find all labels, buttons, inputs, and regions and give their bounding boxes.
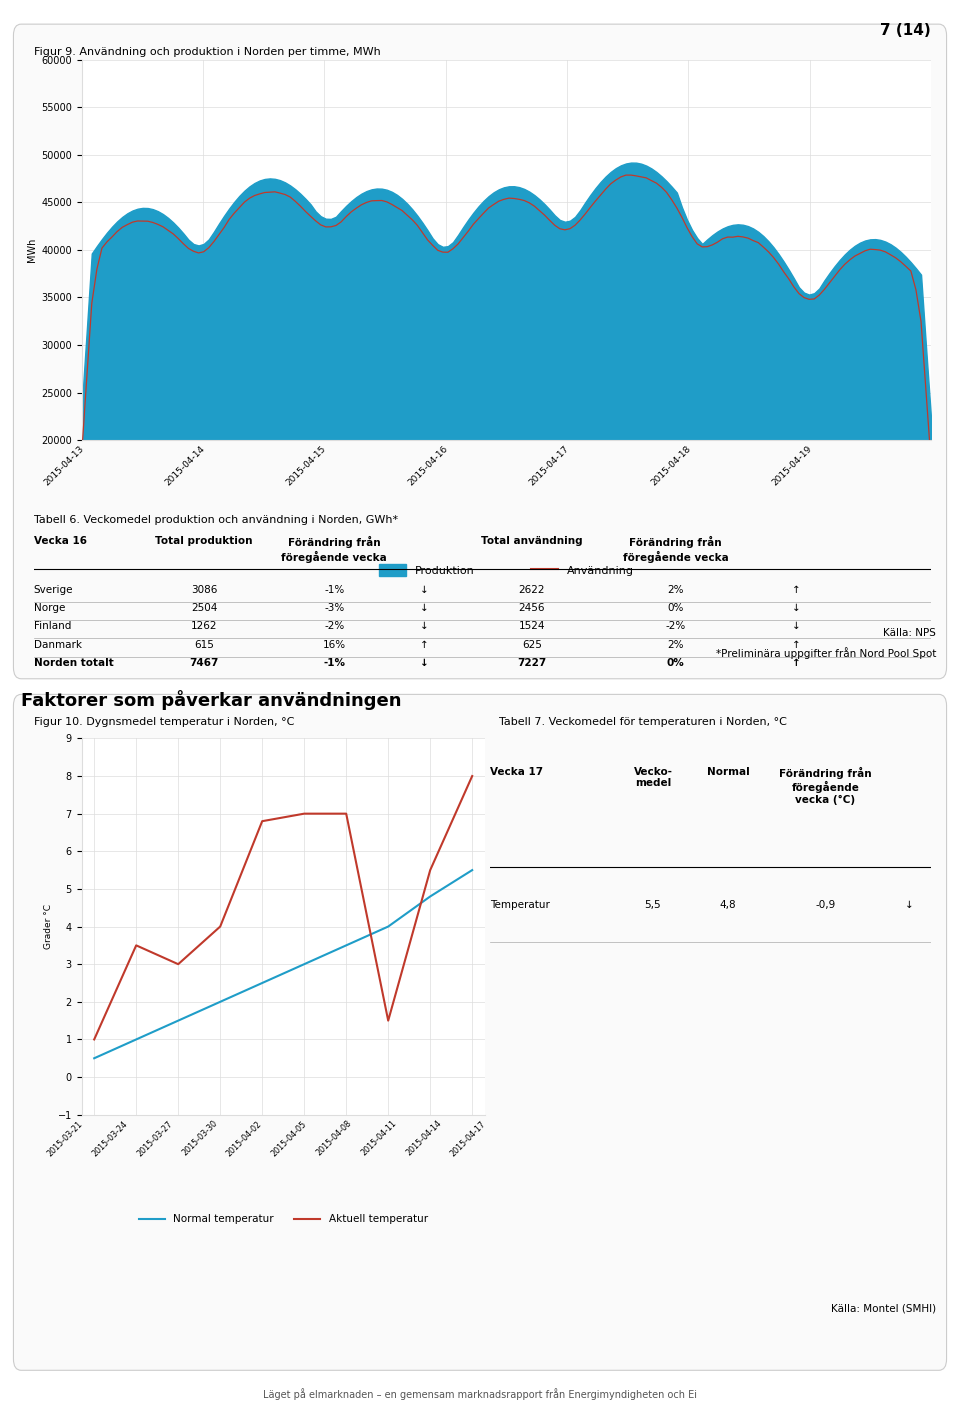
Text: -2%: -2% [665,622,685,632]
Text: 2015-04-08: 2015-04-08 [314,1119,353,1157]
Text: 16%: 16% [323,639,346,649]
Text: -0,9: -0,9 [815,900,835,910]
Legend: Normal temperatur, Aktuell temperatur: Normal temperatur, Aktuell temperatur [134,1210,432,1228]
Text: 1524: 1524 [518,622,545,632]
Text: Figur 10. Dygnsmedel temperatur i Norden, °C: Figur 10. Dygnsmedel temperatur i Norden… [34,717,294,727]
Text: Tabell 6. Veckomedel produktion och användning i Norden, GWh*: Tabell 6. Veckomedel produktion och anvä… [34,515,397,525]
Text: Figur 9. Användning och produktion i Norden per timme, MWh: Figur 9. Användning och produktion i Nor… [34,47,380,57]
Text: ↑: ↑ [792,639,801,649]
Text: Vecka 16: Vecka 16 [34,537,86,547]
Text: Danmark: Danmark [34,639,82,649]
Text: 2456: 2456 [518,604,545,613]
Text: 2504: 2504 [191,604,217,613]
Text: Total användning: Total användning [481,537,583,547]
Text: 2015-03-21: 2015-03-21 [45,1119,84,1157]
Text: 625: 625 [522,639,541,649]
Text: Källa: NPS: Källa: NPS [883,628,936,638]
Text: 1262: 1262 [191,622,217,632]
Text: 2015-04-17: 2015-04-17 [528,444,571,488]
Text: ↓: ↓ [420,604,428,613]
Text: 2015-04-16: 2015-04-16 [406,444,449,488]
Text: ↓: ↓ [420,622,428,632]
Text: Temperatur: Temperatur [490,900,549,910]
Text: Finland: Finland [34,622,71,632]
Text: 0%: 0% [667,604,684,613]
Text: -1%: -1% [324,585,345,595]
Text: 2015-04-05: 2015-04-05 [270,1119,308,1157]
Text: ↑: ↑ [792,657,801,667]
Text: 2015-04-15: 2015-04-15 [285,444,328,488]
Text: 2015-03-24: 2015-03-24 [90,1119,130,1157]
Text: 7 (14): 7 (14) [880,23,931,38]
Text: Tabell 7. Veckomedel för temperaturen i Norden, °C: Tabell 7. Veckomedel för temperaturen i … [499,717,787,727]
Text: 2%: 2% [667,585,684,595]
Text: Källa: Montel (SMHI): Källa: Montel (SMHI) [830,1304,936,1314]
Text: 2%: 2% [667,639,684,649]
Text: -3%: -3% [324,604,345,613]
Text: *Preliminära uppgifter från Nord Pool Spot: *Preliminära uppgifter från Nord Pool Sp… [715,648,936,659]
Text: 5,5: 5,5 [645,900,661,910]
Text: -2%: -2% [324,622,345,632]
Text: 7467: 7467 [189,657,219,667]
Text: 7227: 7227 [517,657,546,667]
Text: Total produktion: Total produktion [156,537,252,547]
Text: Norden totalt: Norden totalt [34,657,113,667]
Text: Läget på elmarknaden – en gemensam marknadsrapport från Energimyndigheten och Ei: Läget på elmarknaden – en gemensam markn… [263,1389,697,1400]
Y-axis label: Grader °C: Grader °C [44,905,54,949]
Text: Vecko-
medel: Vecko- medel [634,767,673,788]
Text: 2015-03-30: 2015-03-30 [180,1119,219,1157]
Text: 0%: 0% [666,657,684,667]
Text: ↓: ↓ [420,657,428,667]
Text: 4,8: 4,8 [720,900,736,910]
Legend: Produktion, Användning: Produktion, Användning [374,559,638,581]
Text: 2015-04-11: 2015-04-11 [359,1119,398,1157]
Text: 2015-04-14: 2015-04-14 [404,1119,443,1157]
Text: Förändring från
föregående
vecka (°C): Förändring från föregående vecka (°C) [779,767,872,805]
Text: ↓: ↓ [792,622,801,632]
Text: 2015-04-14: 2015-04-14 [163,444,206,487]
Text: 2015-04-02: 2015-04-02 [225,1119,264,1157]
Text: ↓: ↓ [420,585,428,595]
Text: Vecka 17: Vecka 17 [490,767,542,777]
Text: -1%: -1% [324,657,346,667]
Text: 2015-04-13: 2015-04-13 [42,444,85,488]
Text: 2622: 2622 [518,585,545,595]
Text: ↓: ↓ [904,900,914,910]
Text: 3086: 3086 [191,585,217,595]
Text: ↑: ↑ [792,585,801,595]
Text: 2015-03-27: 2015-03-27 [135,1119,174,1159]
Text: Norge: Norge [34,604,65,613]
Text: 2015-04-18: 2015-04-18 [649,444,692,488]
Text: Förändring från
föregående vecka: Förändring från föregående vecka [281,537,387,562]
Text: 2015-04-19: 2015-04-19 [770,444,814,488]
Text: ↓: ↓ [792,604,801,613]
Text: Förändring från
föregående vecka: Förändring från föregående vecka [622,537,729,562]
Text: 615: 615 [194,639,214,649]
Text: Faktorer som påverkar användningen: Faktorer som påverkar användningen [21,690,401,710]
Text: ↑: ↑ [420,639,428,649]
Text: Sverige: Sverige [34,585,73,595]
Text: 2015-04-17: 2015-04-17 [448,1119,488,1157]
Y-axis label: MWh: MWh [27,237,36,263]
Text: Normal: Normal [707,767,750,777]
